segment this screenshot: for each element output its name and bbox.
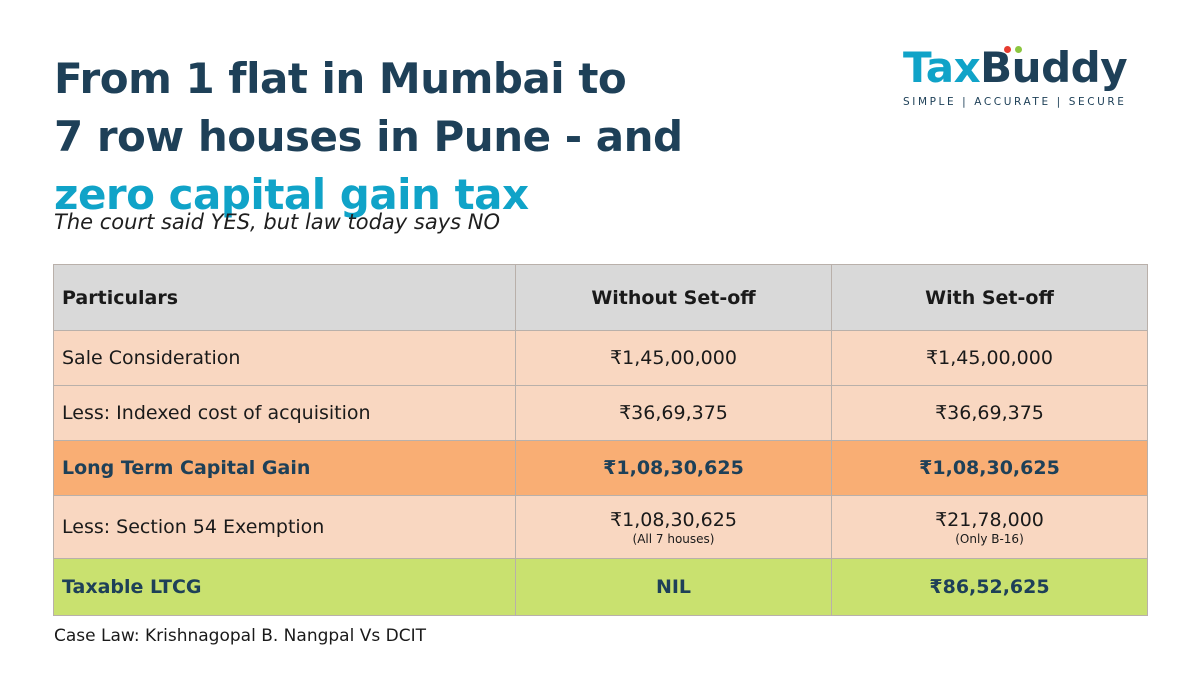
table-row-indexed-cost: Less: Indexed cost of acquisition ₹36,69… <box>53 385 1148 441</box>
logo-dot-green <box>1015 46 1023 53</box>
headline-line-3: zero capital gain tax <box>54 170 529 219</box>
logo-wordmark: Tax Buddy <box>903 42 1143 94</box>
table-row-section-54: Less: Section 54 Exemption ₹1,08,30,625 … <box>53 495 1148 559</box>
row-label: Less: Section 54 Exemption <box>53 495 516 559</box>
row-label: Sale Consideration <box>53 330 516 386</box>
logo-buddy: Buddy <box>980 43 1128 92</box>
case-law-footer: Case Law: Krishnagopal B. Nangpal Vs DCI… <box>54 626 426 646</box>
value-with-setoff: ₹36,69,375 <box>831 385 1148 441</box>
logo-tax: Tax <box>903 43 981 92</box>
value-without-setoff: ₹1,08,30,625 (All 7 houses) <box>515 495 832 559</box>
value-without-setoff: ₹1,45,00,000 <box>515 330 832 386</box>
value-with-setoff: ₹86,52,625 <box>831 558 1148 616</box>
row-label: Less: Indexed cost of acquisition <box>53 385 516 441</box>
headline-line-2: 7 row houses in Pune - and <box>54 112 683 161</box>
row-label: Taxable LTCG <box>53 558 516 616</box>
value-with-setoff: ₹1,08,30,625 <box>831 440 1148 496</box>
exemption-note: (Only B-16) <box>955 531 1024 546</box>
exemption-amount: ₹21,78,000 <box>935 508 1044 531</box>
taxbuddy-logo: Tax Buddy SIMPLE | ACCURATE | SECURE <box>903 42 1143 108</box>
value-without-setoff: ₹1,08,30,625 <box>515 440 832 496</box>
capital-gain-table: Particulars Without Set-off With Set-off… <box>53 264 1148 616</box>
value-without-setoff: ₹36,69,375 <box>515 385 832 441</box>
header-with-setoff: With Set-off <box>831 264 1148 331</box>
exemption-amount: ₹1,08,30,625 <box>610 508 737 531</box>
table-header-row: Particulars Without Set-off With Set-off <box>53 264 1148 331</box>
subtitle: The court said YES, but law today says N… <box>54 210 500 234</box>
logo-dot-red <box>1004 46 1012 53</box>
headline: From 1 flat in Mumbai to 7 row houses in… <box>54 50 683 224</box>
value-with-setoff: ₹21,78,000 (Only B-16) <box>831 495 1148 559</box>
headline-line-1: From 1 flat in Mumbai to <box>54 54 627 103</box>
table-row-sale-consideration: Sale Consideration ₹1,45,00,000 ₹1,45,00… <box>53 330 1148 386</box>
row-label: Long Term Capital Gain <box>53 440 516 496</box>
table-row-ltcg: Long Term Capital Gain ₹1,08,30,625 ₹1,0… <box>53 440 1148 496</box>
header-particulars: Particulars <box>53 264 516 331</box>
exemption-note: (All 7 houses) <box>632 531 715 546</box>
value-without-setoff: NIL <box>515 558 832 616</box>
value-with-setoff: ₹1,45,00,000 <box>831 330 1148 386</box>
table-row-taxable-ltcg: Taxable LTCG NIL ₹86,52,625 <box>53 558 1148 616</box>
logo-tagline: SIMPLE | ACCURATE | SECURE <box>903 96 1127 108</box>
header-without-setoff: Without Set-off <box>515 264 832 331</box>
